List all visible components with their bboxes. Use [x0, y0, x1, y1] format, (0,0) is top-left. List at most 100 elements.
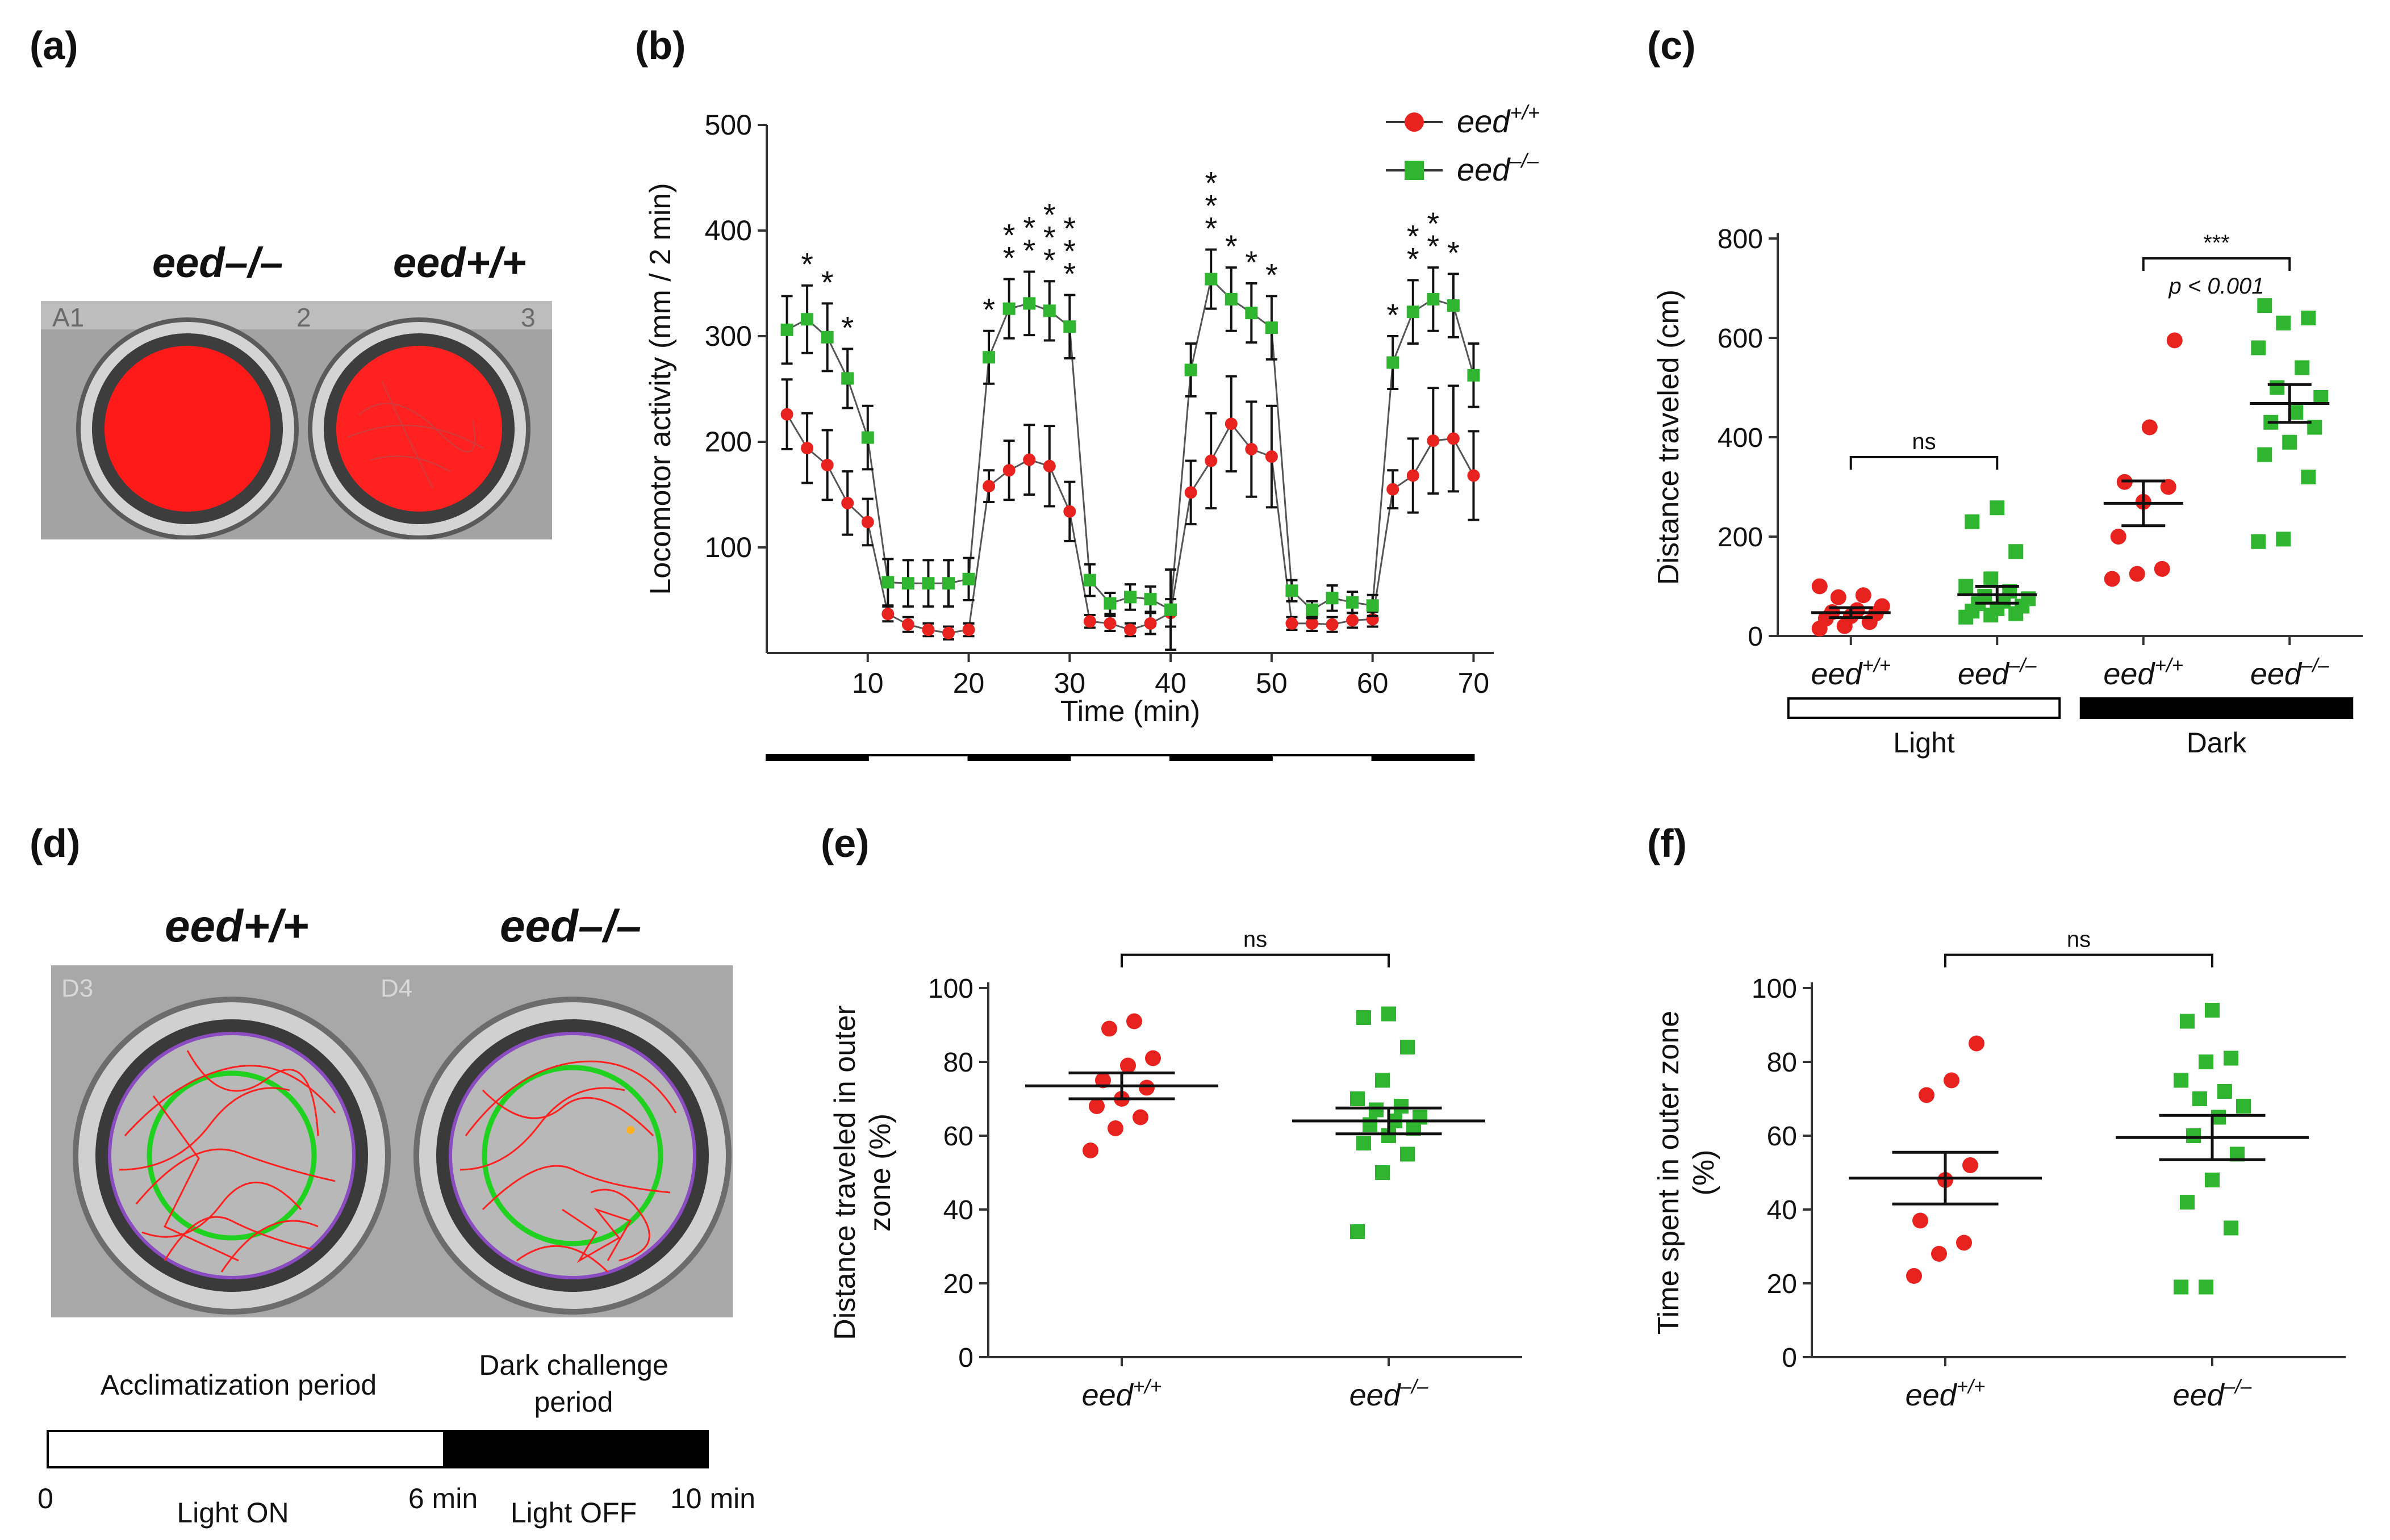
group-1 — [2116, 1003, 2309, 1295]
data-point — [2236, 1099, 2251, 1114]
significance-star: * — [1063, 233, 1076, 269]
y-tick-label: 0 — [1782, 1343, 1797, 1373]
data-point — [881, 608, 895, 621]
data-point — [1265, 450, 1278, 463]
x-tick-label: 60 — [1357, 667, 1389, 699]
data-point — [1144, 617, 1157, 630]
data-point — [1083, 574, 1096, 587]
data-point — [2160, 479, 2176, 495]
data-point — [2186, 1128, 2201, 1143]
data-point — [1400, 1040, 1415, 1054]
data-point — [2199, 1279, 2213, 1295]
data-point — [821, 330, 834, 344]
group-1 — [1292, 1006, 1485, 1239]
significance-star: * — [1427, 206, 1439, 241]
well-mark-d3: D3 — [61, 974, 93, 1002]
data-point — [942, 626, 955, 639]
data-point — [2224, 1051, 2238, 1066]
well-mark-a1: A1 — [52, 303, 84, 332]
light-dark-segment-light — [866, 754, 970, 761]
data-point — [2174, 1279, 2188, 1295]
light-off-bar — [443, 1430, 709, 1468]
significance-star: * — [1407, 241, 1419, 277]
data-point — [1205, 273, 1218, 286]
panel-label-c: (c) — [1647, 23, 1696, 68]
data-point — [1104, 597, 1117, 610]
significance-star: * — [1063, 256, 1076, 291]
x-tick-label: eed+/+ — [1082, 1375, 1162, 1412]
data-point — [1346, 596, 1359, 609]
y-tick-label: 20 — [943, 1269, 973, 1299]
comparison-label: ns — [2067, 927, 2091, 952]
data-point — [1386, 356, 1399, 369]
series-mutant — [780, 248, 1480, 651]
data-point — [1962, 1157, 1978, 1173]
data-point — [1063, 320, 1076, 333]
data-point — [2301, 470, 2316, 484]
y-tick-label: 60 — [1767, 1121, 1797, 1152]
data-point — [881, 576, 895, 589]
data-point — [1855, 587, 1871, 604]
data-point — [1023, 453, 1036, 466]
data-point — [1356, 1010, 1371, 1025]
data-point — [2129, 566, 2145, 582]
y-tick-label: 800 — [1718, 224, 1763, 254]
data-point — [1326, 592, 1339, 605]
y-axis-label-line1: Distance traveled in outer — [829, 1005, 862, 1340]
chart-b: 100 200 300 400 500 10 20 30 40 50 60 70 Time (min) L… — [644, 101, 1540, 761]
data-point — [1375, 1073, 1390, 1088]
inner-zone-circle-left — [147, 1070, 317, 1241]
comparison-label: ns — [1912, 429, 1936, 454]
data-point — [1023, 297, 1036, 310]
x-tick-label: eed–/– — [1958, 654, 2037, 691]
data-point — [2251, 534, 2266, 549]
significance-star: * — [1225, 228, 1238, 264]
data-point — [2224, 1220, 2238, 1236]
significance-star: * — [1023, 210, 1035, 246]
data-point — [1427, 292, 1440, 306]
data-point — [1958, 579, 1974, 594]
data-point — [2199, 1054, 2213, 1069]
data-point — [1124, 623, 1136, 637]
data-point — [780, 408, 793, 421]
data-point — [1369, 1102, 1384, 1118]
group-0 — [1811, 578, 1891, 637]
data-point — [1083, 1143, 1098, 1158]
data-point — [1406, 306, 1419, 319]
data-point — [1095, 1072, 1111, 1089]
data-point — [1043, 304, 1056, 317]
significance-star: * — [1245, 244, 1257, 280]
well-mark-d4: D4 — [381, 974, 412, 1002]
data-point — [2180, 1014, 2195, 1029]
data-point — [1083, 615, 1096, 628]
data-point — [2270, 380, 2285, 395]
data-point — [1350, 1224, 1365, 1239]
y-tick-label: 400 — [1718, 423, 1763, 453]
x-tick-label: 40 — [1155, 667, 1186, 699]
comparison-sublabel: p < 0.001 — [2168, 274, 2264, 299]
data-point — [821, 458, 834, 471]
significance-star: * — [1003, 240, 1016, 276]
data-point — [901, 618, 914, 631]
y-tick-label: 200 — [1718, 522, 1763, 553]
significance-star: * — [983, 292, 995, 328]
condition-label-light: Light — [1893, 727, 1955, 759]
y-tick-label: 80 — [1767, 1048, 1797, 1078]
data-point — [1326, 618, 1339, 631]
y-tick-label: 400 — [705, 215, 752, 246]
light-dark-segment-dark — [766, 754, 869, 761]
x-tick-label: eed+/+ — [1906, 1375, 1986, 1412]
data-point — [2174, 1073, 2188, 1088]
y-tick-label: 40 — [1767, 1195, 1797, 1225]
condition-bar-light — [1787, 697, 2061, 719]
legend: eed+/+ eed–/– — [1386, 101, 1540, 187]
genotype-label-a-right: eed+/+ — [393, 239, 527, 286]
light-dark-segment-light — [1068, 754, 1172, 761]
track-lines-right — [459, 1060, 677, 1273]
data-point — [922, 577, 935, 590]
light-on-bar — [47, 1430, 448, 1468]
x-tick-label: 50 — [1256, 667, 1288, 699]
data-point — [2141, 419, 2158, 436]
x-tick-label: eed+/+ — [2103, 654, 2183, 691]
significance-star: * — [1447, 235, 1460, 270]
